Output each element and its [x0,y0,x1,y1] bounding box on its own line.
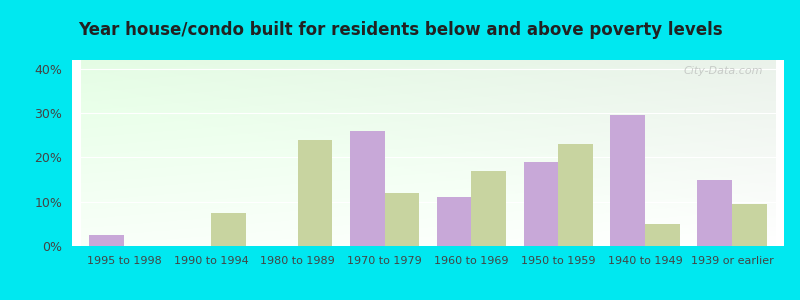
Text: Year house/condo built for residents below and above poverty levels: Year house/condo built for residents bel… [78,21,722,39]
Bar [645,224,680,246]
Bar [697,180,732,246]
Bar [610,116,645,246]
Bar [350,131,385,246]
Bar [298,140,333,246]
Bar [437,197,471,246]
Text: City-Data.com: City-Data.com [683,66,762,76]
Bar [558,144,593,246]
Bar [211,213,246,246]
Bar [523,162,558,246]
Bar [385,193,419,246]
Bar [471,171,506,246]
Bar [90,235,124,246]
Bar [732,204,766,246]
